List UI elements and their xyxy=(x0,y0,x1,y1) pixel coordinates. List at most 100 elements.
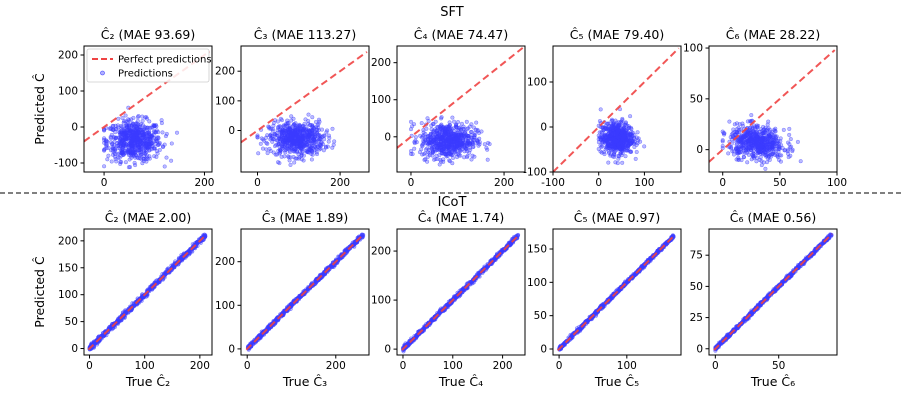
prediction-point xyxy=(326,139,331,144)
prediction-point xyxy=(598,149,603,154)
prediction-point xyxy=(279,131,284,136)
x-tick-label: 0 xyxy=(86,360,93,372)
prediction-point xyxy=(619,130,624,135)
prediction-point xyxy=(470,139,475,145)
prediction-point xyxy=(163,272,168,277)
prediction-point xyxy=(137,125,142,130)
prediction-point xyxy=(133,138,139,143)
prediction-point xyxy=(150,125,155,130)
legend-label-predictions: Predictions xyxy=(118,69,173,80)
y-tick-label: 100 xyxy=(58,289,78,301)
points-group xyxy=(720,113,803,171)
prediction-point xyxy=(623,154,628,159)
prediction-point xyxy=(767,144,772,150)
prediction-point xyxy=(155,142,160,148)
prediction-point xyxy=(751,132,757,137)
prediction-point xyxy=(765,134,770,139)
prediction-point xyxy=(152,124,157,129)
prediction-point xyxy=(274,138,279,143)
prediction-point xyxy=(755,135,760,140)
prediction-point xyxy=(616,141,621,147)
prediction-point xyxy=(443,139,448,144)
prediction-point xyxy=(611,125,616,130)
y-tick-label: 100 xyxy=(215,300,235,312)
prediction-point xyxy=(297,125,302,130)
prediction-point xyxy=(111,136,116,141)
prediction-point xyxy=(787,132,792,137)
x-axis-label: True Ĉ₂ xyxy=(125,374,170,389)
prediction-point xyxy=(285,133,290,138)
prediction-point xyxy=(272,137,277,142)
prediction-point xyxy=(155,138,160,143)
prediction-point xyxy=(114,159,119,164)
prediction-point xyxy=(762,140,767,145)
prediction-point xyxy=(424,126,429,131)
y-tick-label: -100 xyxy=(523,167,547,179)
panel-title: Ĉ₆ (MAE 28.22) xyxy=(726,27,820,42)
prediction-point xyxy=(755,140,761,146)
x-tick-label: 0 xyxy=(595,177,602,189)
y-tick-label: 100 xyxy=(683,43,703,55)
prediction-point xyxy=(298,139,303,144)
prediction-point xyxy=(458,131,463,136)
prediction-point xyxy=(443,134,448,139)
prediction-point xyxy=(310,115,315,120)
prediction-point xyxy=(110,127,115,132)
prediction-point xyxy=(136,130,141,135)
prediction-point xyxy=(758,137,763,142)
prediction-point xyxy=(605,146,610,151)
prediction-point xyxy=(441,145,446,150)
prediction-point xyxy=(268,148,273,154)
prediction-point xyxy=(114,135,119,140)
prediction-point xyxy=(147,119,152,124)
prediction-point xyxy=(727,119,732,124)
y-tick-label: 0 xyxy=(228,125,235,137)
prediction-point xyxy=(738,136,743,141)
prediction-point xyxy=(765,152,770,157)
prediction-point xyxy=(437,130,442,135)
prediction-point xyxy=(273,152,278,157)
prediction-point xyxy=(617,124,622,129)
points-group xyxy=(102,105,180,170)
x-tick-label: 200 xyxy=(330,177,350,189)
prediction-point xyxy=(140,114,145,119)
prediction-point xyxy=(137,156,143,161)
prediction-point xyxy=(113,127,118,132)
prediction-point xyxy=(123,135,128,140)
prediction-point xyxy=(450,115,455,120)
plot-frame xyxy=(396,45,526,173)
prediction-point xyxy=(747,119,753,124)
prediction-point xyxy=(411,122,417,127)
prediction-point xyxy=(110,144,115,149)
prediction-point xyxy=(456,128,462,133)
prediction-point xyxy=(485,157,490,162)
prediction-point xyxy=(147,154,152,159)
prediction-point xyxy=(759,163,764,168)
prediction-point xyxy=(790,147,795,152)
prediction-point xyxy=(296,144,301,149)
prediction-point xyxy=(764,160,770,165)
prediction-point xyxy=(419,121,424,126)
prediction-point xyxy=(454,124,459,130)
prediction-point xyxy=(288,130,293,135)
prediction-point xyxy=(139,135,144,140)
prediction-point xyxy=(444,152,450,157)
prediction-point xyxy=(777,146,782,151)
prediction-point xyxy=(728,135,733,140)
prediction-point xyxy=(289,114,294,119)
prediction-point xyxy=(140,140,145,145)
legend-point-swatch xyxy=(100,70,105,76)
prediction-point xyxy=(628,125,633,130)
prediction-point xyxy=(128,153,133,158)
prediction-point xyxy=(301,153,306,158)
prediction-point xyxy=(745,160,750,165)
prediction-point xyxy=(113,154,118,159)
prediction-point xyxy=(293,156,298,161)
plot-frame xyxy=(83,228,213,356)
prediction-point xyxy=(457,150,462,155)
prediction-point xyxy=(474,120,479,125)
prediction-point xyxy=(408,151,414,156)
